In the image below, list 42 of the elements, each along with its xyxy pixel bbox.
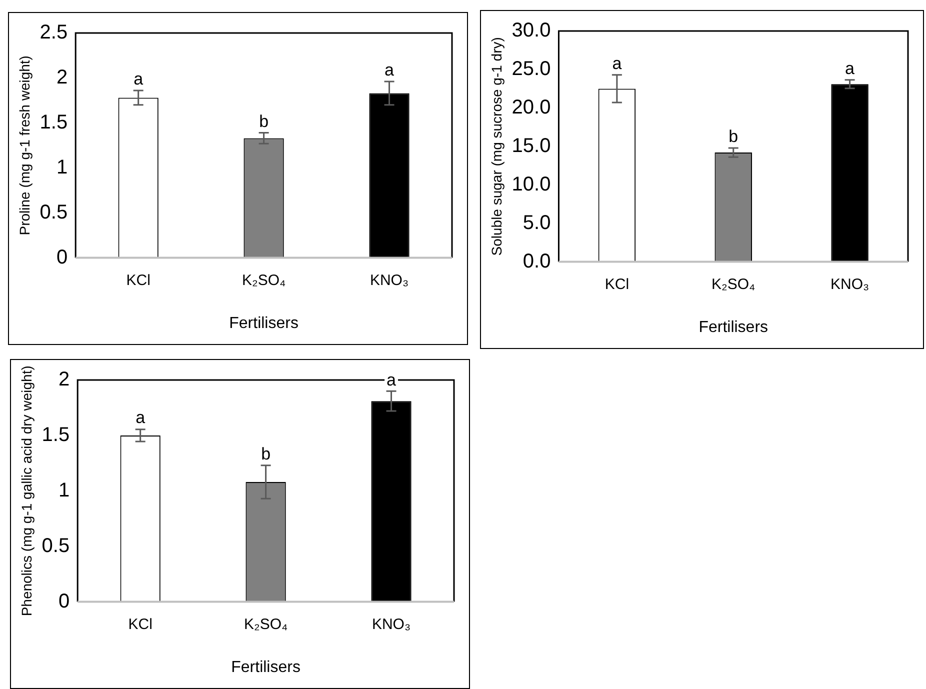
y-tick-label: 10.0 (512, 173, 551, 196)
y-tick-label: 1.5 (40, 111, 68, 134)
y-tick-label: 30.0 (512, 20, 551, 42)
x-axis-title: Fertilisers (229, 314, 298, 332)
y-tick-label: 1 (58, 479, 70, 502)
x-tick-label: K₂SO₄ (242, 272, 286, 289)
x-tick-label: KCl (604, 276, 630, 293)
y-tick-label: 5.0 (522, 212, 551, 234)
x-tick-label: KNO₃ (370, 272, 409, 289)
x-tick-label: K₂SO₄ (712, 276, 756, 293)
x-axis-title: Fertilisers (698, 318, 768, 336)
y-axis-title: Phenolics (mg g-1 gallic acid dry weight) (18, 366, 34, 616)
y-tick-label: 1.5 (42, 424, 70, 446)
annotation: a (386, 370, 397, 390)
y-tick-label: 20.0 (512, 96, 551, 118)
y-tick-label: 2.5 (40, 22, 68, 44)
y-tick-label: 0.5 (42, 534, 70, 557)
y-tick-label: 2 (56, 66, 68, 88)
y-tick-label: 0.0 (522, 250, 551, 272)
y-tick-label: 1 (56, 156, 68, 178)
x-tick-label: KCl (128, 616, 152, 633)
x-tick-label: K₂SO₄ (244, 616, 288, 633)
x-axis-title: Fertilisers (231, 658, 300, 676)
y-tick-label: 25.0 (512, 58, 551, 80)
y-tick-label: 0 (58, 590, 70, 612)
y-axis-title: Soluble sugar (mg sucrose g-1 dry) (488, 37, 504, 256)
annotation: a (384, 60, 395, 80)
x-tick-label: KCl (126, 272, 150, 289)
annotation: b (728, 127, 738, 146)
y-axis-title: Proline (mg g-1 fresh weight) (16, 56, 32, 236)
y-tick-label: 2 (58, 368, 70, 391)
x-tick-label: KNO₃ (372, 616, 411, 633)
y-tick-label: 15.0 (512, 134, 551, 157)
annotation: a (134, 70, 144, 89)
annotation: b (259, 112, 269, 131)
annotation: b (261, 444, 271, 464)
y-tick-label: 0 (56, 246, 68, 268)
annotation: a (845, 59, 856, 78)
annotation: a (612, 54, 622, 74)
y-tick-label: 0.5 (40, 201, 68, 224)
x-tick-label: KNO₃ (830, 276, 870, 293)
annotation: a (136, 408, 146, 427)
